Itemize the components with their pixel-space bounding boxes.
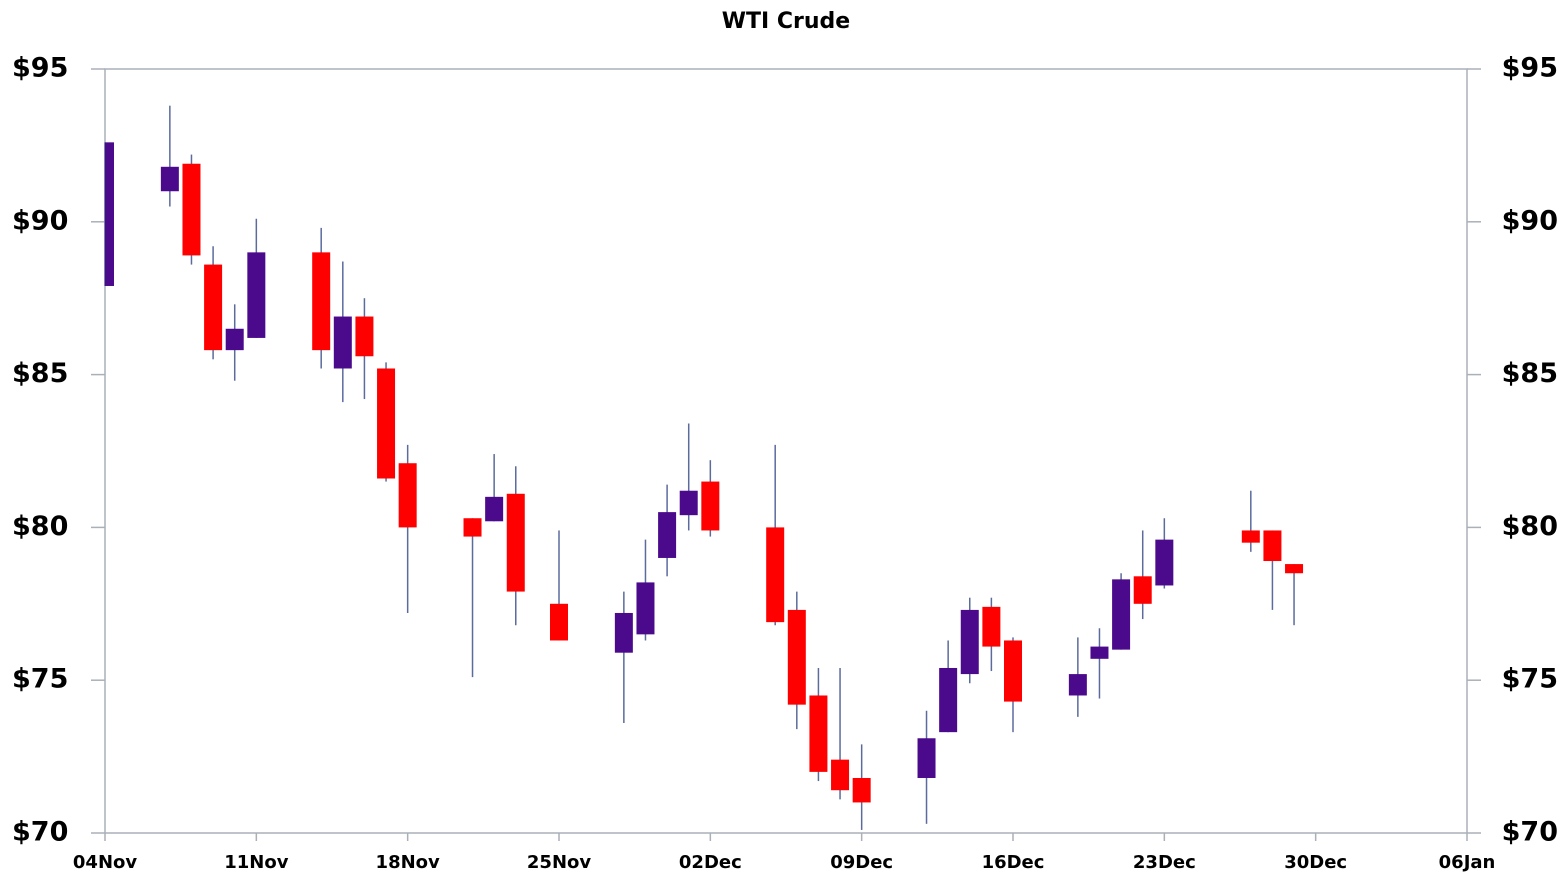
candle-body [550, 603, 568, 641]
y2-tick-label: $75 [1502, 664, 1558, 695]
candle-body [204, 264, 223, 351]
candle-body [982, 606, 1001, 647]
candle-body [333, 316, 352, 369]
candle-body [105, 142, 114, 286]
candle-body [485, 496, 504, 522]
candle-body [939, 667, 958, 733]
candle-body [1241, 530, 1260, 543]
candle-body [463, 518, 482, 537]
x-tick-label: 09Dec [830, 852, 893, 873]
y-tick-label: $85 [12, 358, 68, 389]
candle-body [960, 609, 979, 675]
y2-tick-label: $80 [1502, 511, 1558, 542]
y2-tick-label: $70 [1502, 817, 1558, 848]
candle-body [506, 493, 525, 592]
candle-body [312, 252, 331, 351]
candle-body [1004, 640, 1022, 702]
candle-body [355, 316, 374, 357]
y2-tick-label: $90 [1502, 205, 1558, 236]
x-tick-label: 04Nov [73, 852, 137, 873]
candle-body [766, 527, 785, 623]
candle-body [377, 368, 396, 479]
candle-body [701, 481, 720, 531]
y-tick-label: $95 [12, 53, 68, 84]
candle-body [398, 463, 417, 528]
candle-body [1068, 674, 1087, 696]
x-tick-label: 02Dec [679, 852, 742, 873]
candle-body [658, 512, 677, 558]
candle-body [160, 166, 179, 192]
candle-body [679, 490, 698, 516]
candle-body [831, 759, 850, 791]
candle-body [1155, 539, 1174, 586]
candle-body [614, 612, 633, 653]
x-tick-label: 06Jan [1439, 852, 1496, 873]
candle-body [247, 252, 266, 338]
x-tick-label: 25Nov [527, 852, 591, 873]
plot-frame [104, 68, 1468, 834]
y-tick-label: $70 [12, 817, 68, 848]
candle-body [917, 738, 936, 778]
candle-body [852, 777, 871, 803]
y-tick-label: $75 [12, 664, 68, 695]
candle-body [1285, 564, 1304, 574]
candle-body [182, 163, 201, 256]
x-tick-label: 18Nov [376, 852, 440, 873]
y-tick-label: $90 [12, 205, 68, 236]
y2-tick-label: $85 [1502, 358, 1558, 389]
y-tick-label: $80 [12, 511, 68, 542]
x-tick-label: 30Dec [1284, 852, 1347, 873]
candle-body [636, 582, 655, 635]
x-tick-label: 16Dec [982, 852, 1045, 873]
chart-title: WTI Crude [722, 9, 850, 34]
candle-body [1263, 530, 1282, 562]
candle-body [809, 695, 828, 772]
y2-tick-label: $95 [1502, 53, 1558, 84]
candle-body [1090, 646, 1109, 659]
candle-body [1133, 576, 1152, 604]
candle-body [787, 609, 806, 705]
candle-body [1112, 579, 1131, 650]
candle-body [225, 328, 244, 351]
x-tick-label: 11Nov [224, 852, 288, 873]
x-tick-label: 23Dec [1133, 852, 1196, 873]
